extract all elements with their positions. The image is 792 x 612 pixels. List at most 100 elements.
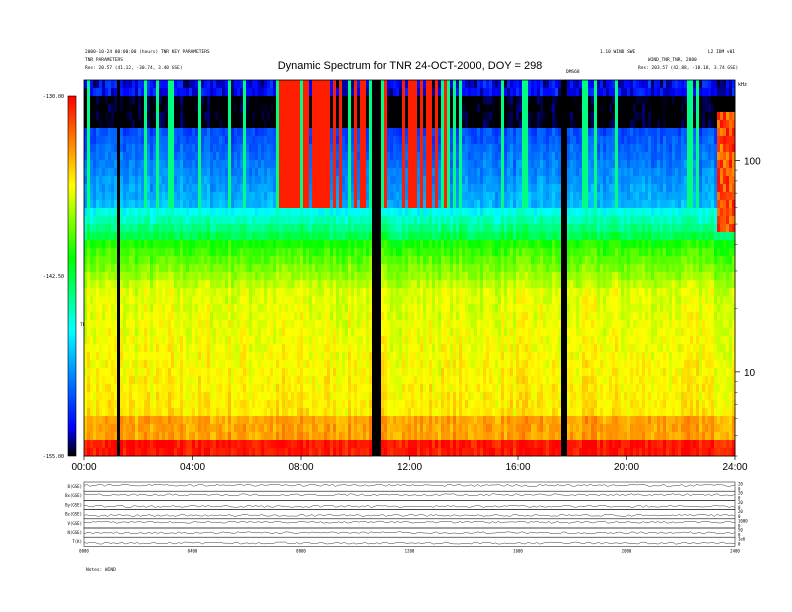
- spectrum-cell: [336, 232, 340, 241]
- spectrum-cell: [270, 192, 274, 201]
- spectrum-cell: [147, 96, 151, 105]
- spectrum-cell: [207, 376, 211, 385]
- spectrum-cell: [231, 144, 235, 153]
- spectrum-cell: [243, 208, 247, 217]
- spectrum-cell: [405, 168, 409, 177]
- spectrum-cell: [381, 216, 385, 225]
- spectrum-cell: [264, 296, 268, 305]
- spectrum-cell: [228, 400, 232, 409]
- spectrum-cell: [303, 272, 307, 281]
- spectrum-cell: [198, 104, 202, 113]
- spectrum-cell: [249, 240, 253, 249]
- spectrum-cell: [390, 304, 394, 313]
- spectrum-cell: [147, 256, 151, 265]
- spectrum-cell: [204, 304, 208, 313]
- spectrum-cell: [237, 432, 241, 441]
- spectrum-cell: [306, 368, 310, 377]
- spectrum-cell: [243, 376, 247, 385]
- spectrum-cell: [393, 392, 397, 401]
- spectrum-cell: [171, 280, 175, 289]
- spectrum-cell: [204, 288, 208, 297]
- spectrum-cell: [264, 416, 268, 425]
- spectrum-cell: [219, 264, 223, 273]
- spectrum-cell: [159, 320, 163, 329]
- spectrum-cell: [264, 392, 268, 401]
- spectrum-cell: [297, 120, 301, 129]
- spectrum-cell: [195, 432, 199, 441]
- spectrum-cell: [177, 416, 181, 425]
- spectrum-cell: [387, 344, 391, 353]
- spectrum-cell: [150, 384, 154, 393]
- spectrum-cell: [399, 360, 403, 369]
- spectrum-cell: [288, 328, 292, 337]
- spectrum-cell: [129, 232, 133, 241]
- spectrum-cell: [288, 168, 292, 177]
- spectrum-cell: [282, 80, 286, 89]
- spectrum-cell: [129, 216, 133, 225]
- spectrum-cell: [285, 320, 289, 329]
- spectrum-cell: [120, 376, 124, 385]
- spectrum-cell: [408, 440, 412, 449]
- spectrum-cell: [354, 80, 358, 89]
- spectrum-cell: [315, 312, 319, 321]
- spectrum-cell: [150, 184, 154, 193]
- spectrum-cell: [357, 304, 361, 313]
- spectrum-cell: [351, 304, 355, 313]
- spectrum-cell: [186, 432, 190, 441]
- spectrum-cell: [159, 216, 163, 225]
- spectrum-cell: [357, 416, 361, 425]
- spectrum-cell: [129, 328, 133, 337]
- spectrum-cell: [309, 112, 313, 121]
- spectrum-cell: [381, 176, 385, 185]
- spectrum-cell: [210, 320, 214, 329]
- spectrum-cell: [258, 352, 262, 361]
- spectrum-cell: [324, 272, 328, 281]
- spectrum-cell: [210, 224, 214, 233]
- spectrum-cell: [105, 288, 109, 297]
- spectrum-cell: [111, 408, 115, 417]
- spectrum-cell: [390, 216, 394, 225]
- spectrum-cell: [354, 424, 358, 433]
- spectrum-cell: [387, 88, 391, 97]
- spectrum-cell: [126, 280, 130, 289]
- spectrum-cell: [141, 192, 145, 201]
- spectrum-cell: [255, 256, 259, 265]
- spectrum-cell: [321, 312, 325, 321]
- spectrum-cell: [198, 216, 202, 225]
- spectrum-cell: [219, 408, 223, 417]
- spectrum-cell: [336, 120, 340, 129]
- spectrum-cell: [360, 368, 364, 377]
- spectrum-cell: [222, 264, 226, 273]
- spectrum-cell: [162, 264, 166, 273]
- spectrum-cell: [147, 376, 151, 385]
- spectrum-cell: [351, 392, 355, 401]
- spectrum-cell: [189, 344, 193, 353]
- spectrum-cell: [141, 96, 145, 105]
- spectrum-cell: [282, 432, 286, 441]
- spectrum-cell: [225, 80, 229, 89]
- spectrum-cell: [285, 400, 289, 409]
- spectrum-cell: [288, 264, 292, 273]
- spectrum-cell: [366, 448, 370, 457]
- spectrum-cell: [84, 392, 88, 401]
- spectrum-cell: [135, 192, 139, 201]
- spectrum-cell: [213, 96, 217, 105]
- spectrum-cell: [135, 296, 139, 305]
- spectrum-cell: [174, 344, 178, 353]
- spectrum-cell: [177, 424, 181, 433]
- spectrum-cell: [102, 376, 106, 385]
- spectrum-cell: [174, 432, 178, 441]
- spectrum-cell: [396, 168, 400, 177]
- spectrum-cell: [192, 168, 196, 177]
- spectrum-cell: [327, 416, 331, 425]
- spectrum-cell: [249, 208, 253, 217]
- spectrum-cell: [225, 200, 229, 209]
- spectrum-cell: [366, 128, 370, 137]
- spectrum-cell: [171, 112, 175, 121]
- spectrum-cell: [150, 424, 154, 433]
- spectrum-cell: [141, 80, 145, 89]
- spectrum-cell: [300, 176, 304, 185]
- spectrum-cell: [228, 200, 232, 209]
- spectrum-cell: [333, 152, 337, 161]
- spectrum-cell: [273, 368, 277, 377]
